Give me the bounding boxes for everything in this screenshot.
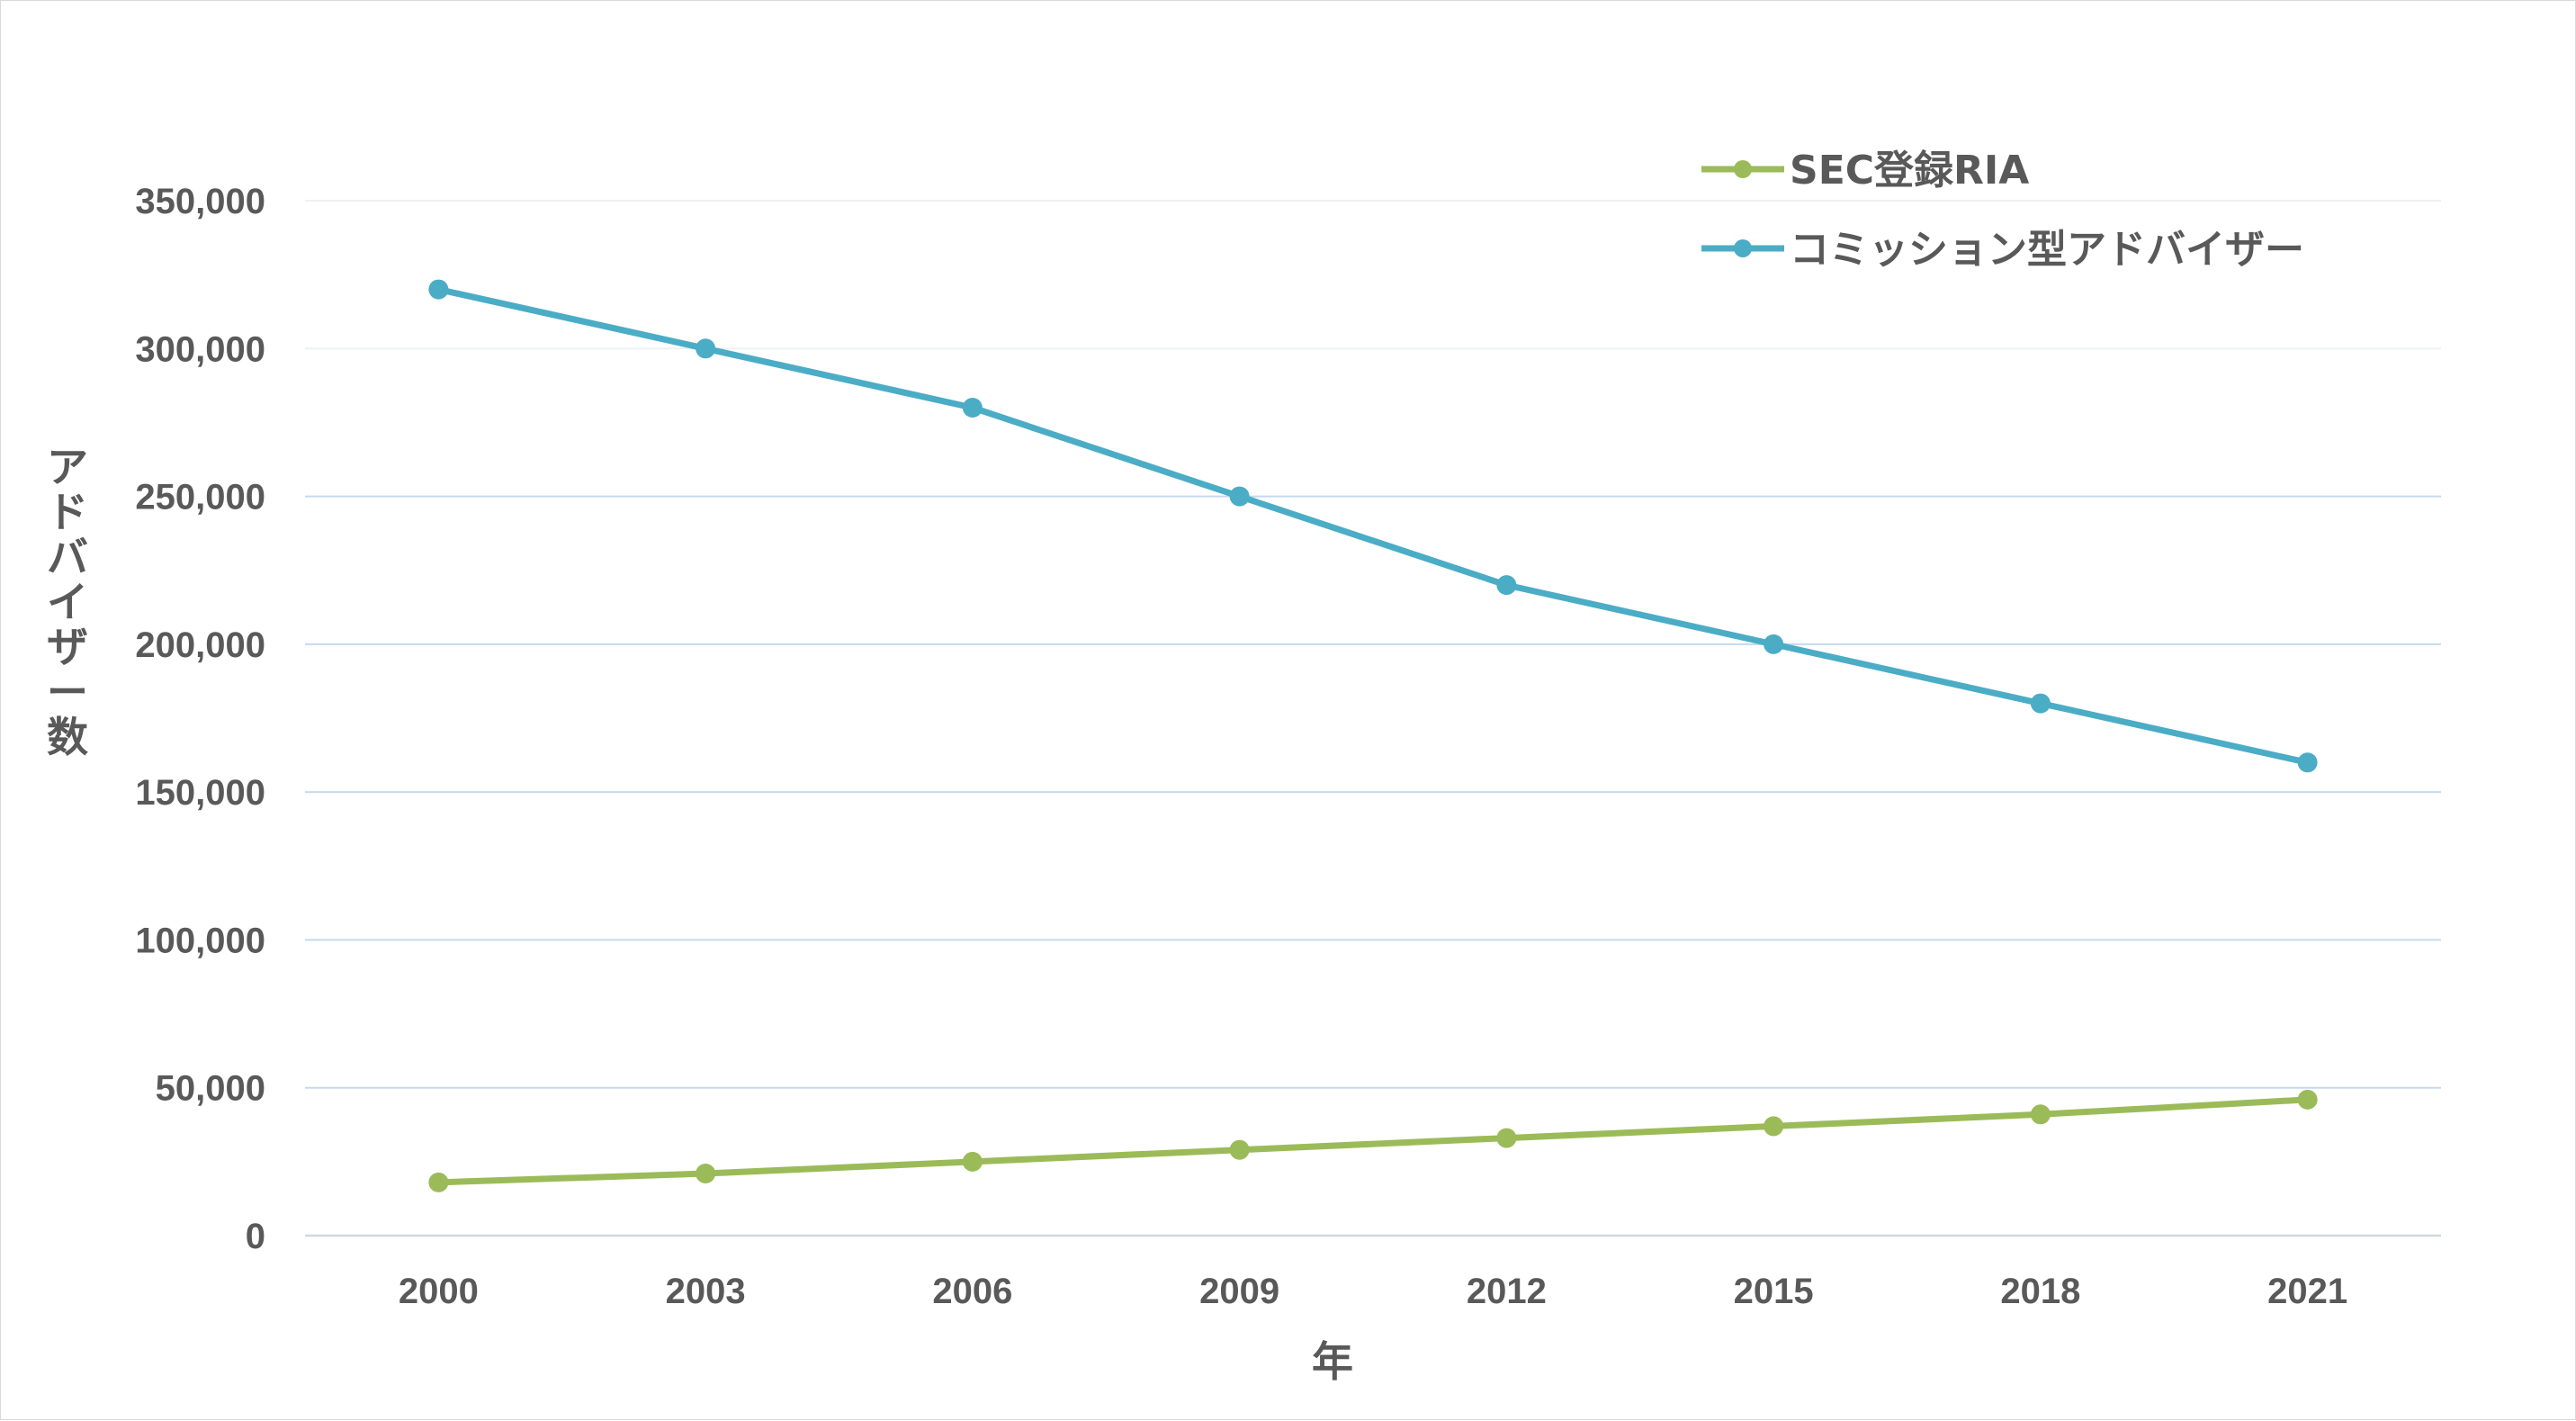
data-point: [962, 1151, 983, 1172]
y-tick-label: 100,000: [135, 921, 265, 960]
y-axis-title-char: バ: [47, 533, 88, 581]
legend-swatch-marker: [1734, 239, 1752, 257]
legend-label-commission: コミッション型アドバイザー: [1790, 227, 2304, 273]
legend-swatch-marker: [1734, 160, 1752, 178]
data-point: [1496, 1128, 1517, 1148]
data-point: [428, 1172, 449, 1192]
x-tick-label: 2000: [399, 1272, 479, 1311]
y-tick-label: 0: [246, 1217, 265, 1256]
series-commission: [428, 279, 2318, 773]
legend: SEC登録RIA コミッション型アドバイザー: [1701, 148, 2304, 273]
data-point: [428, 279, 449, 300]
y-axis-title-char: イ: [47, 578, 88, 626]
series-ria: [428, 1089, 2318, 1192]
data-point: [2297, 1089, 2318, 1110]
x-axis-title: 年: [1312, 1337, 1353, 1386]
y-axis-title-char: ア: [47, 443, 88, 491]
series-line: [435, 286, 2311, 766]
y-tick-label: 250,000: [135, 478, 265, 517]
x-axis-tick-labels: 2000 2003 2006 2009 2012 2015 2018 2021: [399, 1272, 2347, 1311]
series-group: [428, 279, 2318, 1192]
y-axis-title-char: ー: [47, 668, 88, 716]
y-axis-title-char: ド: [47, 488, 88, 536]
data-point: [1764, 634, 1784, 654]
x-tick-label: 2012: [1467, 1272, 1547, 1311]
y-tick-label: 350,000: [135, 182, 265, 221]
y-axis-tick-labels: 0 50,000 100,000 150,000 200,000 250,000 300,0…: [135, 182, 265, 1256]
y-tick-label: 300,000: [135, 329, 265, 369]
y-tick-label: 150,000: [135, 773, 265, 813]
data-point: [1229, 1139, 1250, 1160]
y-axis-title-char: ザ: [47, 623, 88, 671]
x-tick-label: 2003: [666, 1272, 746, 1311]
series-line: [435, 1096, 2311, 1186]
y-tick-label: 50,000: [156, 1069, 265, 1109]
x-tick-label: 2015: [1734, 1272, 1814, 1311]
legend-item-ria: SEC登録RIA: [1701, 148, 2029, 193]
gridlines: [305, 200, 2441, 1237]
x-tick-label: 2021: [2267, 1272, 2347, 1311]
x-tick-label: 2006: [932, 1272, 1012, 1311]
data-point: [1496, 575, 1517, 596]
data-point: [962, 398, 983, 418]
x-tick-label: 2018: [2000, 1272, 2080, 1311]
data-point: [2030, 1104, 2051, 1125]
data-point: [1229, 486, 1250, 507]
y-tick-label: 200,000: [135, 625, 265, 665]
data-point: [2030, 693, 2051, 714]
data-point: [1764, 1116, 1784, 1137]
y-axis-title-char: 数: [47, 713, 88, 761]
data-point: [696, 338, 716, 359]
data-point: [2297, 752, 2318, 773]
legend-label-ria: SEC登録RIA: [1790, 148, 2029, 193]
data-point: [696, 1164, 716, 1183]
legend-item-commission: コミッション型アドバイザー: [1701, 227, 2304, 273]
x-tick-label: 2009: [1199, 1272, 1279, 1311]
